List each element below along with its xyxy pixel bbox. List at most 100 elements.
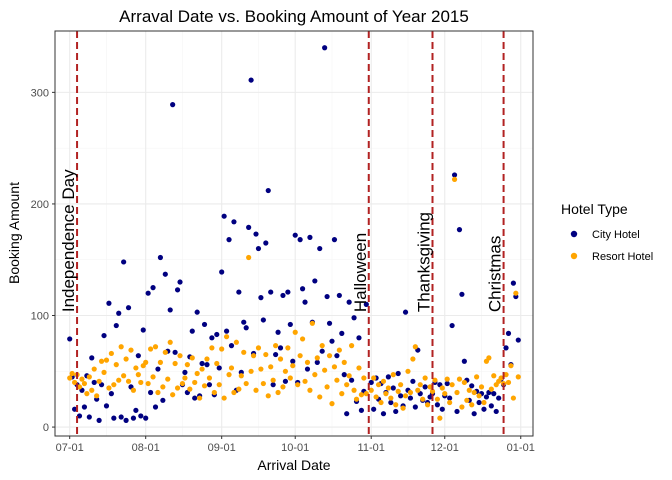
data-point — [434, 402, 440, 408]
data-point — [243, 325, 249, 331]
data-point — [444, 380, 450, 387]
data-point — [199, 360, 205, 367]
data-point — [204, 362, 210, 368]
data-point — [118, 414, 124, 420]
data-point — [454, 389, 460, 396]
data-point — [172, 360, 178, 367]
data-point — [184, 362, 190, 368]
data-point — [351, 315, 357, 321]
data-point — [98, 358, 105, 364]
data-point — [108, 350, 114, 357]
data-point — [89, 387, 95, 393]
data-point — [510, 280, 516, 286]
data-point — [515, 337, 521, 343]
data-point — [496, 395, 502, 401]
legend-item: Resort Hotel — [570, 251, 653, 263]
event-label: Thanksgiving — [415, 212, 434, 312]
data-point — [368, 379, 374, 386]
data-point — [488, 403, 494, 409]
data-point — [182, 375, 188, 381]
data-point — [361, 375, 367, 381]
data-point — [194, 309, 200, 315]
data-point — [358, 407, 365, 413]
data-point — [307, 234, 313, 240]
data-point — [111, 415, 117, 421]
data-point — [344, 411, 350, 417]
data-point — [478, 384, 485, 390]
event-label: Christmas — [486, 236, 505, 313]
data-point — [380, 411, 387, 417]
data-point — [363, 391, 369, 397]
data-point — [125, 305, 132, 311]
data-point — [89, 355, 95, 361]
data-point — [290, 358, 296, 364]
data-point — [513, 290, 519, 296]
x-tick-label: 08-01 — [132, 442, 160, 454]
data-point — [334, 353, 340, 359]
data-point — [476, 399, 482, 406]
data-point — [456, 376, 463, 382]
data-point — [393, 408, 399, 415]
data-point — [206, 382, 213, 388]
data-point — [356, 365, 362, 371]
data-point — [324, 293, 330, 300]
data-point — [290, 363, 296, 369]
data-point — [447, 399, 453, 406]
data-point — [76, 413, 83, 419]
plot-panel: Independence Day Halloween Thanksgiving Chr… — [54, 30, 534, 437]
data-point — [429, 388, 436, 394]
data-point — [165, 376, 171, 382]
data-point — [481, 406, 487, 412]
data-point — [277, 345, 284, 351]
data-point — [388, 395, 394, 401]
data-point — [253, 387, 259, 393]
data-point — [170, 392, 176, 398]
data-point — [331, 364, 338, 370]
data-point — [444, 376, 450, 382]
data-point — [268, 364, 274, 370]
data-point — [103, 403, 110, 409]
data-point — [351, 387, 357, 393]
data-point — [189, 355, 195, 361]
data-point — [113, 322, 119, 329]
x-tick-label: 07-01 — [56, 442, 84, 454]
data-point — [226, 372, 232, 378]
data-point — [508, 363, 514, 369]
data-point — [317, 245, 323, 252]
data-point — [145, 380, 151, 387]
data-point — [277, 356, 284, 362]
data-point — [469, 383, 475, 389]
legend-title: Hotel Type — [561, 201, 628, 217]
data-point — [395, 370, 401, 377]
data-point — [349, 377, 355, 383]
data-point — [491, 373, 497, 379]
data-point — [133, 407, 139, 413]
data-point — [157, 359, 164, 365]
data-point — [123, 356, 129, 362]
data-point — [405, 368, 411, 374]
data-point — [287, 375, 293, 381]
data-point — [515, 374, 521, 380]
data-point — [398, 382, 404, 388]
data-point — [69, 370, 75, 377]
data-point — [76, 384, 83, 390]
data-point — [192, 395, 198, 401]
data-point — [231, 219, 237, 225]
data-point — [246, 254, 252, 261]
data-point — [437, 415, 443, 421]
data-point — [160, 384, 166, 390]
legend-items: City Hotel Resort Hotel — [570, 229, 653, 263]
data-point — [167, 307, 173, 313]
data-point — [380, 378, 387, 384]
data-point — [130, 415, 137, 421]
data-point — [424, 402, 431, 408]
data-point — [219, 346, 225, 352]
data-point — [211, 389, 217, 396]
data-point — [287, 321, 293, 328]
data-point — [319, 343, 325, 349]
data-point — [491, 391, 497, 397]
data-point — [255, 345, 262, 351]
data-point — [204, 356, 210, 362]
data-point — [219, 269, 225, 275]
data-point — [116, 310, 122, 316]
